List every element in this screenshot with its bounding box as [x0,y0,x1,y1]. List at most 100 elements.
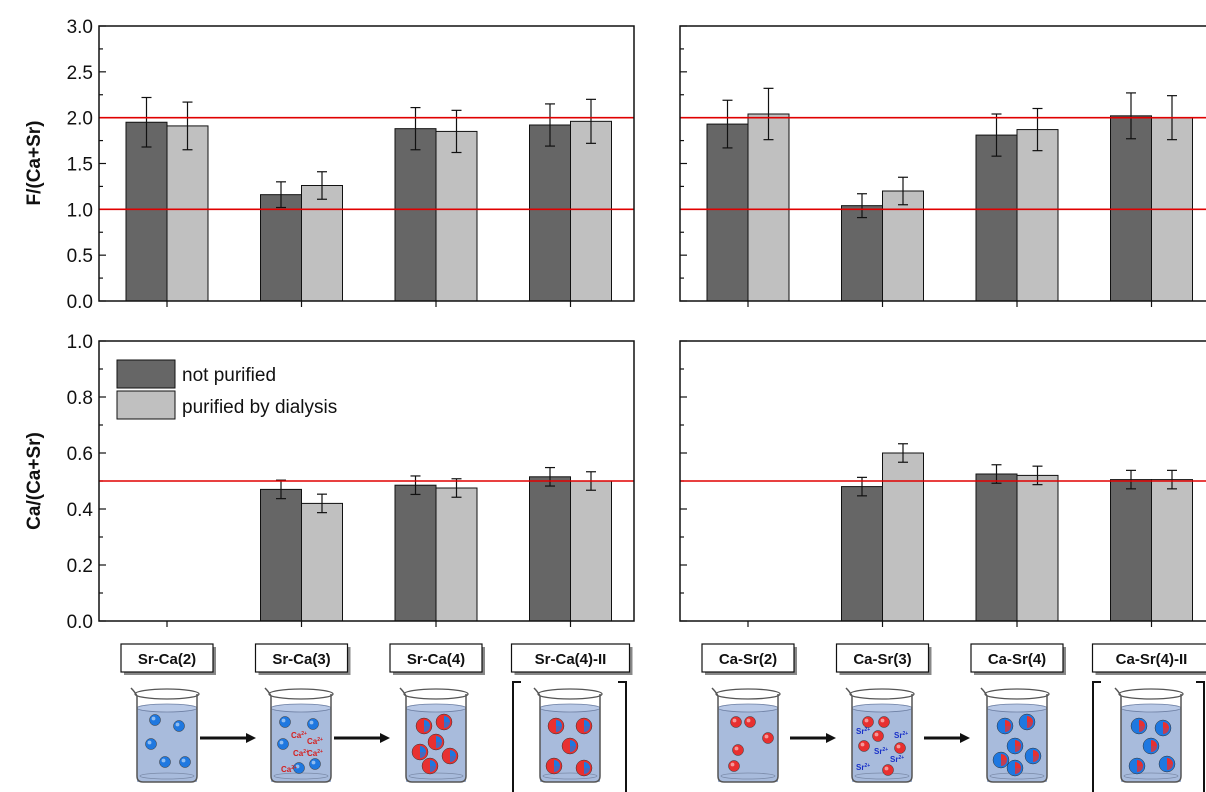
error-bar [763,87,774,141]
y-tick-label: 0.4 [67,500,94,521]
y-tick-label: 2.0 [67,109,93,130]
svg-text:Ca-Sr(2): Ca-Sr(2) [719,651,777,668]
error-bar [317,171,327,200]
legend: not purified purified by dialysis [116,359,337,420]
y-tick-label: 0.6 [67,444,93,465]
y-tick-label: 0.0 [67,292,93,313]
beaker-ca-sr-4 [980,687,1050,783]
legend-label-purified: purified by dialysis [182,397,337,418]
y-tick-label: 1.0 [67,200,93,221]
bar-not-purified-3 [975,473,1018,622]
svg-text:Sr-Ca(3): Sr-Ca(3) [272,651,330,668]
category-label-right-1: Ca-Sr(2) [701,643,797,675]
bar-purified-3 [1016,129,1059,302]
arrow-1 [200,733,256,743]
bar-purified-3 [1016,474,1059,622]
arrow-2 [334,733,390,743]
bar-purified-3 [435,130,478,302]
svg-text:Sr2+: Sr2+ [856,763,870,772]
error-bar [1126,469,1136,490]
y-tick-label: 0.8 [67,388,93,409]
error-bar [898,443,908,463]
beaker-ca-sr-4-ii [1114,687,1184,783]
error-bar [451,478,462,498]
error-bar [141,96,152,148]
bar-purified-1 [166,125,209,302]
error-bar [1126,92,1136,140]
error-bar [545,103,555,147]
bracket-left-close [618,681,627,792]
svg-text:Ca2+: Ca2+ [307,737,323,746]
legend-swatch-purified [116,390,176,420]
plot-frame [98,340,635,622]
bracket-left-open [512,681,521,792]
bar-purified-4 [1151,479,1193,622]
y-tick-label: 2.5 [67,63,93,84]
panel-top-left: 0.0 0.5 1.0 1.5 2.0 2.5 3.0 [67,17,635,313]
bar-purified-2 [301,502,343,622]
panel-top-right [679,25,1206,307]
category-label-right-4: Ca-Sr(4)-II [1091,643,1206,675]
error-bar [722,99,733,149]
svg-text:Sr-Ca(2): Sr-Ca(2) [138,651,196,668]
bar-purified-1 [747,113,790,302]
arrow-4 [924,733,970,743]
category-label-left-3: Sr-Ca(4) [389,643,485,675]
category-label-left-1: Sr-Ca(2) [120,643,216,675]
plot-frame [679,340,1206,622]
beaker-sr-ca-3: Ca2+Ca2+Ca2+Ca2+Ca2+ [264,687,334,783]
y-axis-title-top: F/(Ca+Sr) [24,121,45,206]
bar-purified-4 [570,480,612,622]
bar-purified-3 [435,487,478,622]
category-label-left-4: Sr-Ca(4)-II [510,643,633,675]
y-tick-label: 0.5 [67,246,93,267]
error-bar [586,98,596,144]
svg-text:Sr-Ca(4): Sr-Ca(4) [407,651,465,668]
bar-not-purified-1 [125,121,168,302]
svg-text:Ca2+: Ca2+ [291,731,307,740]
beaker-sr-ca-4 [399,687,469,783]
svg-text:Ca-Sr(4): Ca-Sr(4) [988,651,1046,668]
panel-bottom-right [679,340,1206,627]
bar-not-purified-4 [529,124,571,302]
svg-text:Ca-Sr(4)-II: Ca-Sr(4)-II [1116,651,1188,668]
beaker-sr-ca-2 [130,687,200,783]
svg-text:Sr2+: Sr2+ [894,731,908,740]
category-label-left-2: Sr-Ca(3) [254,643,351,675]
svg-text:Sr2+: Sr2+ [874,747,888,756]
bar-not-purified-4 [529,476,571,622]
error-bar [857,193,867,219]
bar-not-purified-1 [706,123,749,302]
error-bar [182,101,193,151]
legend-swatch-not-purified [116,359,176,389]
svg-text:Sr2+: Sr2+ [856,727,870,736]
bracket-right-close [1196,681,1205,792]
error-bar [1032,107,1043,152]
svg-text:Sr-Ca(4)-II: Sr-Ca(4)-II [535,651,607,668]
bar-not-purified-2 [841,205,883,302]
error-bar [991,464,1002,484]
error-bar [276,479,286,500]
category-label-right-2: Ca-Sr(3) [835,643,932,675]
svg-text:Ca2+: Ca2+ [281,765,297,774]
bar-purified-2 [882,452,924,622]
svg-text:Ca2+: Ca2+ [307,749,323,758]
y-tick-label: 1.5 [67,155,93,176]
bar-not-purified-4 [1110,479,1152,622]
category-label-right-3: Ca-Sr(4) [970,643,1066,675]
bar-not-purified-2 [841,486,883,622]
bar-not-purified-4 [1110,115,1152,302]
bar-not-purified-2 [260,488,302,622]
y-tick-label: 0.2 [67,556,93,577]
beaker-sr-ca-4-ii [533,687,603,783]
legend-label-not-purified: not purified [182,365,276,386]
error-bar [410,106,421,151]
bar-not-purified-2 [260,194,302,302]
error-bar [545,466,555,487]
error-bar [276,181,286,209]
plot-frame [679,25,1206,302]
arrow-3 [790,733,836,743]
plot-frame [98,25,635,302]
panel-bottom-left: 0.0 0.2 0.4 0.6 0.8 1.0 [67,332,635,633]
bar-purified-4 [570,120,612,302]
